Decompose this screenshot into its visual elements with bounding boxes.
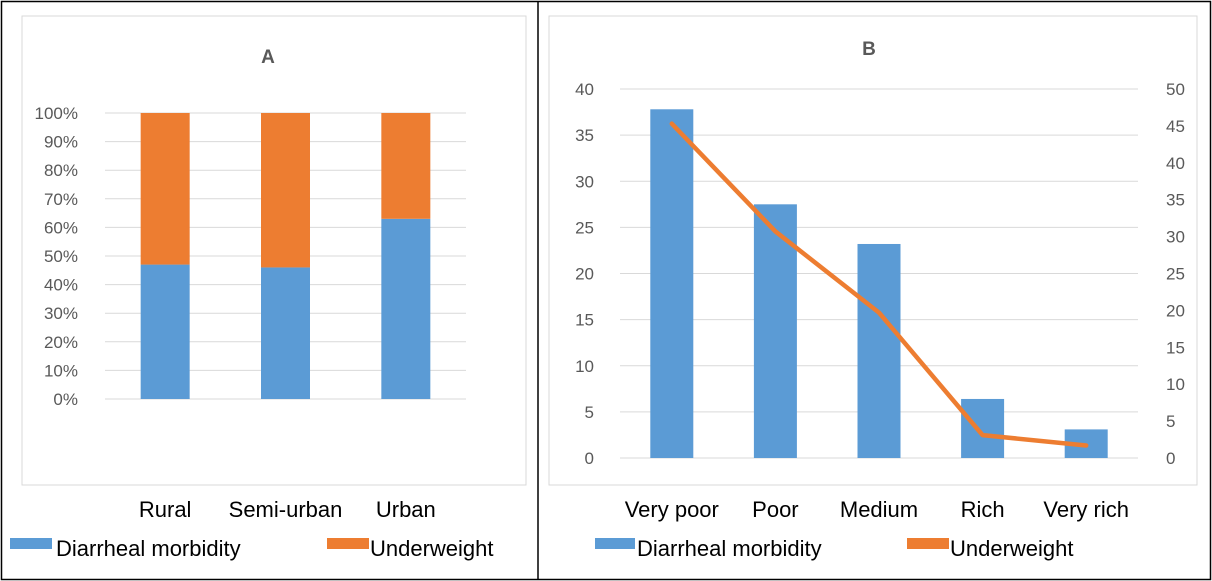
chart-b-y-right-tick-label: 15 bbox=[1166, 338, 1185, 357]
chart-b-y-left-tick-label: 35 bbox=[575, 126, 594, 145]
chart-a-legend-swatch-underweight bbox=[327, 538, 369, 549]
chart-b-x-label-rich: Rich bbox=[961, 497, 1005, 522]
chart-a-legend-swatch-diarrheal bbox=[10, 538, 52, 549]
chart-b-y-right-tick-label: 0 bbox=[1166, 449, 1175, 468]
chart-a: A 0% 10% 20% 30% 40% 50% 60% 70% 80% 90% 100% Rura… bbox=[10, 15, 527, 561]
chart-b-bar-poor bbox=[753, 204, 797, 458]
chart-b-y-left-tick-label: 25 bbox=[575, 218, 594, 237]
chart-a-legend: Diarrheal morbidity Underweight bbox=[10, 536, 494, 561]
chart-b-bar-rich bbox=[961, 398, 1005, 458]
chart-b-y-left-tick-label: 15 bbox=[575, 311, 594, 330]
chart-b-bar-medium bbox=[857, 243, 901, 458]
chart-b-y-left-tick-label: 20 bbox=[575, 265, 594, 284]
chart-b-y-right-tick-label: 40 bbox=[1166, 154, 1185, 173]
chart-b-y-left-tick-label: 40 bbox=[575, 80, 594, 99]
chart-b-x-label-medium: Medium bbox=[840, 497, 918, 522]
chart-a-x-label-semi-urban: Semi-urban bbox=[229, 497, 343, 522]
chart-a-bar-diarrheal-morbidity-rural bbox=[140, 264, 190, 399]
chart-b-legend-swatch-underweight bbox=[907, 538, 949, 549]
chart-a-legend-label-underweight: Underweight bbox=[370, 536, 494, 561]
chart-b-legend: Diarrheal morbidity Underweight bbox=[595, 536, 1074, 561]
chart-a-bar-underweight-semi-urban bbox=[261, 113, 310, 268]
chart-b-y-left-tick-label: 5 bbox=[585, 403, 594, 422]
chart-b-y-right-tick-label: 50 bbox=[1166, 80, 1185, 99]
chart-a-y-tick-label: 20% bbox=[44, 333, 78, 352]
chart-b-legend-label-diarrheal: Diarrheal morbidity bbox=[637, 536, 822, 561]
chart-a-y-tick-label: 60% bbox=[44, 218, 78, 237]
chart-a-bar-diarrheal-morbidity-semi-urban bbox=[261, 267, 310, 399]
chart-a-bar-diarrheal-morbidity-urban bbox=[381, 218, 431, 399]
chart-b-y-right-tick-label: 30 bbox=[1166, 228, 1185, 247]
chart-a-legend-label-diarrheal: Diarrheal morbidity bbox=[56, 536, 241, 561]
chart-b-bar-very-poor bbox=[650, 109, 694, 459]
chart-a-y-tick-label: 50% bbox=[44, 247, 78, 266]
chart-a-y-tick-label: 30% bbox=[44, 304, 78, 323]
chart-b-title: B bbox=[862, 39, 876, 60]
chart-b-x-label-very-rich: Very rich bbox=[1043, 497, 1129, 522]
chart-a-y-tick-label: 70% bbox=[44, 190, 78, 209]
chart-a-y-tick-label: 0% bbox=[53, 390, 78, 409]
chart-a-y-tick-label: 100% bbox=[35, 104, 78, 123]
chart-b-y-left-tick-label: 0 bbox=[585, 449, 594, 468]
chart-b-x-label-poor: Poor bbox=[752, 497, 798, 522]
chart-b-y-right-tick-label: 35 bbox=[1166, 191, 1185, 210]
chart-b-y-left-tick-label: 10 bbox=[575, 357, 594, 376]
chart-b-y-right-tick-label: 5 bbox=[1166, 412, 1175, 431]
chart-b-y-right-tick-label: 20 bbox=[1166, 301, 1185, 320]
chart-a-x-label-urban: Urban bbox=[376, 497, 436, 522]
chart-a-y-tick-label: 10% bbox=[44, 361, 78, 380]
chart-a-bar-underweight-rural bbox=[140, 113, 190, 265]
chart-a-y-tick-label: 40% bbox=[44, 276, 78, 295]
chart-a-y-tick-label: 90% bbox=[44, 133, 78, 152]
chart-b-legend-swatch-diarrheal bbox=[595, 538, 635, 549]
chart-b-y-left-tick-label: 30 bbox=[575, 172, 594, 191]
chart-b-y-right-tick-label: 45 bbox=[1166, 117, 1185, 136]
chart-b-legend-label-underweight: Underweight bbox=[950, 536, 1074, 561]
chart-a-bar-underweight-urban bbox=[381, 113, 431, 219]
chart-b-y-right-tick-label: 25 bbox=[1166, 265, 1185, 284]
chart-b-y-right-tick-label: 10 bbox=[1166, 375, 1185, 394]
chart-b-x-label-very-poor: Very poor bbox=[625, 497, 719, 522]
chart-a-x-label-rural: Rural bbox=[139, 497, 192, 522]
chart-a-y-tick-label: 80% bbox=[44, 161, 78, 180]
chart-a-title: A bbox=[261, 47, 275, 68]
